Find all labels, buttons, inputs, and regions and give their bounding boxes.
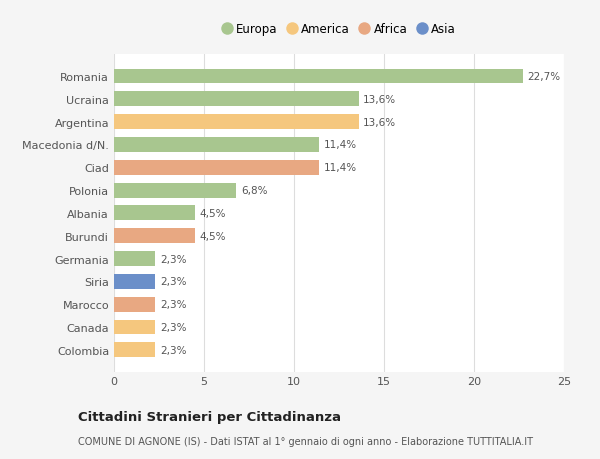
Text: 4,5%: 4,5% — [199, 231, 226, 241]
Text: 2,3%: 2,3% — [160, 345, 187, 355]
Text: 6,8%: 6,8% — [241, 186, 268, 196]
Bar — [114, 183, 236, 198]
Bar — [114, 138, 319, 152]
Bar — [114, 297, 155, 312]
Text: 4,5%: 4,5% — [199, 208, 226, 218]
Text: 2,3%: 2,3% — [160, 299, 187, 309]
Bar — [114, 115, 359, 130]
Text: 13,6%: 13,6% — [363, 118, 397, 128]
Legend: Europa, America, Africa, Asia: Europa, America, Africa, Asia — [222, 23, 456, 36]
Bar — [114, 252, 155, 266]
Text: 2,3%: 2,3% — [160, 277, 187, 287]
Text: 11,4%: 11,4% — [324, 163, 357, 173]
Bar — [114, 342, 155, 358]
Bar — [114, 320, 155, 335]
Bar — [114, 92, 359, 107]
Text: 13,6%: 13,6% — [363, 95, 397, 105]
Text: COMUNE DI AGNONE (IS) - Dati ISTAT al 1° gennaio di ogni anno - Elaborazione TUT: COMUNE DI AGNONE (IS) - Dati ISTAT al 1°… — [78, 437, 533, 446]
Text: 2,3%: 2,3% — [160, 322, 187, 332]
Text: 22,7%: 22,7% — [527, 72, 560, 82]
Bar — [114, 161, 319, 175]
Text: Cittadini Stranieri per Cittadinanza: Cittadini Stranieri per Cittadinanza — [78, 410, 341, 423]
Bar — [114, 229, 195, 244]
Text: 11,4%: 11,4% — [324, 140, 357, 150]
Bar — [114, 206, 195, 221]
Text: 2,3%: 2,3% — [160, 254, 187, 264]
Bar — [114, 274, 155, 289]
Bar — [114, 69, 523, 84]
